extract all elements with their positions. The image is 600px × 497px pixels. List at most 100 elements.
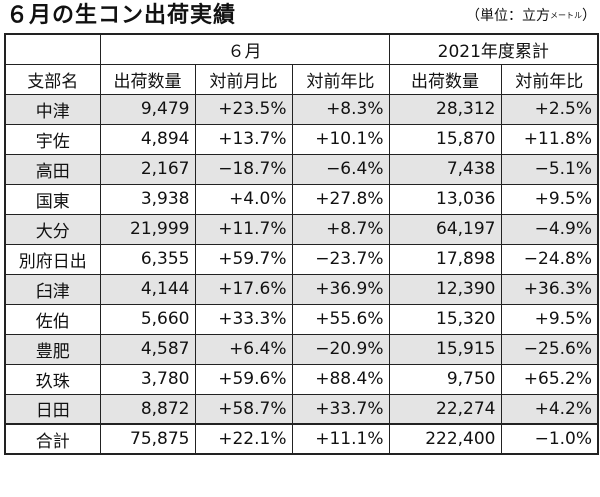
group-header-june: ６月	[99, 33, 390, 65]
mom-cell: +13.7%	[194, 123, 293, 155]
mom-cell: +23.5%	[194, 93, 293, 125]
total-qty-cell: 75,875	[99, 423, 196, 455]
mom-cell: +33.3%	[194, 303, 293, 335]
yoy-cell: −23.7%	[291, 243, 390, 275]
table-row: 臼津 4,144 +17.6% +36.9% 12,390 +36.3%	[4, 273, 599, 305]
qty-cell: 3,780	[99, 363, 196, 395]
ytd-yoy-cell: −25.6%	[500, 333, 599, 365]
yoy-cell: +8.7%	[291, 213, 390, 245]
qty-cell: 3,938	[99, 183, 196, 215]
col-header-yoy: 対前年比	[291, 63, 390, 95]
total-yoy-cell: +11.1%	[291, 423, 390, 455]
yoy-cell: +33.7%	[291, 393, 390, 425]
unit-open: （単位：立方	[466, 8, 550, 24]
col-header-branch: 支部名	[4, 63, 101, 95]
branch-name: 日田	[4, 393, 101, 425]
ytd-yoy-cell: +2.5%	[500, 93, 599, 125]
ytd-yoy-cell: −5.1%	[500, 153, 599, 185]
unit-note: （単位：立方メートル）	[466, 6, 596, 26]
ytd-yoy-cell: −4.9%	[500, 213, 599, 245]
mom-cell: +58.7%	[194, 393, 293, 425]
qty-cell: 4,587	[99, 333, 196, 365]
ytd-yoy-cell: +9.5%	[500, 183, 599, 215]
table-row: 日田 8,872 +58.7% +33.7% 22,274 +4.2%	[4, 393, 599, 425]
table-row: 佐伯 5,660 +33.3% +55.6% 15,320 +9.5%	[4, 303, 599, 335]
total-ytd-yoy-cell: −1.0%	[500, 423, 599, 455]
ytd-qty-cell: 15,915	[388, 333, 502, 365]
group-header-row: ６月 2021年度累計	[4, 33, 599, 65]
branch-name: 別府日出	[4, 243, 101, 275]
ytd-yoy-cell: +65.2%	[500, 363, 599, 395]
mom-cell: +11.7%	[194, 213, 293, 245]
table-row: 大分 21,999 +11.7% +8.7% 64,197 −4.9%	[4, 213, 599, 245]
qty-cell: 4,144	[99, 273, 196, 305]
yoy-cell: +10.1%	[291, 123, 390, 155]
mom-cell: −18.7%	[194, 153, 293, 185]
ytd-qty-cell: 15,320	[388, 303, 502, 335]
shipment-table: ６月 2021年度累計 支部名 出荷数量 対前月比 対前年比 出荷数量 対前年比…	[4, 33, 600, 455]
total-ytd-qty-cell: 222,400	[388, 423, 502, 455]
branch-name: 大分	[4, 213, 101, 245]
total-branch-name: 合計	[4, 423, 101, 455]
ytd-qty-cell: 12,390	[388, 273, 502, 305]
ytd-yoy-cell: +11.8%	[500, 123, 599, 155]
qty-cell: 8,872	[99, 393, 196, 425]
branch-name: 臼津	[4, 273, 101, 305]
col-header-mom: 対前月比	[194, 63, 293, 95]
group-header-ytd: 2021年度累計	[388, 33, 599, 65]
qty-cell: 21,999	[99, 213, 196, 245]
group-header-blank	[4, 33, 101, 65]
table-row: 豊肥 4,587 +6.4% −20.9% 15,915 −25.6%	[4, 333, 599, 365]
ytd-qty-cell: 22,274	[388, 393, 502, 425]
yoy-cell: +55.6%	[291, 303, 390, 335]
col-header-ytd-qty: 出荷数量	[388, 63, 502, 95]
mom-cell: +17.6%	[194, 273, 293, 305]
column-header-row: 支部名 出荷数量 対前月比 対前年比 出荷数量 対前年比	[4, 63, 599, 95]
yoy-cell: +88.4%	[291, 363, 390, 395]
branch-name: 佐伯	[4, 303, 101, 335]
ytd-qty-cell: 9,750	[388, 363, 502, 395]
branch-name: 宇佐	[4, 123, 101, 155]
table-row: 別府日出 6,355 +59.7% −23.7% 17,898 −24.8%	[4, 243, 599, 275]
yoy-cell: −6.4%	[291, 153, 390, 185]
qty-cell: 5,660	[99, 303, 196, 335]
qty-cell: 6,355	[99, 243, 196, 275]
unit-small: メートル	[550, 11, 582, 20]
yoy-cell: −20.9%	[291, 333, 390, 365]
yoy-cell: +8.3%	[291, 93, 390, 125]
yoy-cell: +27.8%	[291, 183, 390, 215]
total-mom-cell: +22.1%	[194, 423, 293, 455]
branch-name: 高田	[4, 153, 101, 185]
ytd-qty-cell: 7,438	[388, 153, 502, 185]
total-row: 合計 75,875 +22.1% +11.1% 222,400 −1.0%	[4, 423, 599, 455]
ytd-qty-cell: 28,312	[388, 93, 502, 125]
mom-cell: +59.7%	[194, 243, 293, 275]
yoy-cell: +36.9%	[291, 273, 390, 305]
mom-cell: +6.4%	[194, 333, 293, 365]
table-row: 中津 9,479 +23.5% +8.3% 28,312 +2.5%	[4, 93, 599, 125]
ytd-qty-cell: 64,197	[388, 213, 502, 245]
mom-cell: +4.0%	[194, 183, 293, 215]
branch-name: 豊肥	[4, 333, 101, 365]
branch-name: 中津	[4, 93, 101, 125]
col-header-qty: 出荷数量	[99, 63, 196, 95]
qty-cell: 4,894	[99, 123, 196, 155]
ytd-yoy-cell: +36.3%	[500, 273, 599, 305]
branch-name: 玖珠	[4, 363, 101, 395]
table-row: 国東 3,938 +4.0% +27.8% 13,036 +9.5%	[4, 183, 599, 215]
page-title: ６月の生コン出荷実績	[6, 3, 237, 28]
table-row: 玖珠 3,780 +59.6% +88.4% 9,750 +65.2%	[4, 363, 599, 395]
ytd-qty-cell: 13,036	[388, 183, 502, 215]
col-header-ytd-yoy: 対前年比	[500, 63, 599, 95]
qty-cell: 2,167	[99, 153, 196, 185]
table-row: 宇佐 4,894 +13.7% +10.1% 15,870 +11.8%	[4, 123, 599, 155]
ytd-yoy-cell: +4.2%	[500, 393, 599, 425]
branch-name: 国東	[4, 183, 101, 215]
table-row: 高田 2,167 −18.7% −6.4% 7,438 −5.1%	[4, 153, 599, 185]
mom-cell: +59.6%	[194, 363, 293, 395]
qty-cell: 9,479	[99, 93, 196, 125]
ytd-qty-cell: 17,898	[388, 243, 502, 275]
ytd-qty-cell: 15,870	[388, 123, 502, 155]
ytd-yoy-cell: −24.8%	[500, 243, 599, 275]
ytd-yoy-cell: +9.5%	[500, 303, 599, 335]
